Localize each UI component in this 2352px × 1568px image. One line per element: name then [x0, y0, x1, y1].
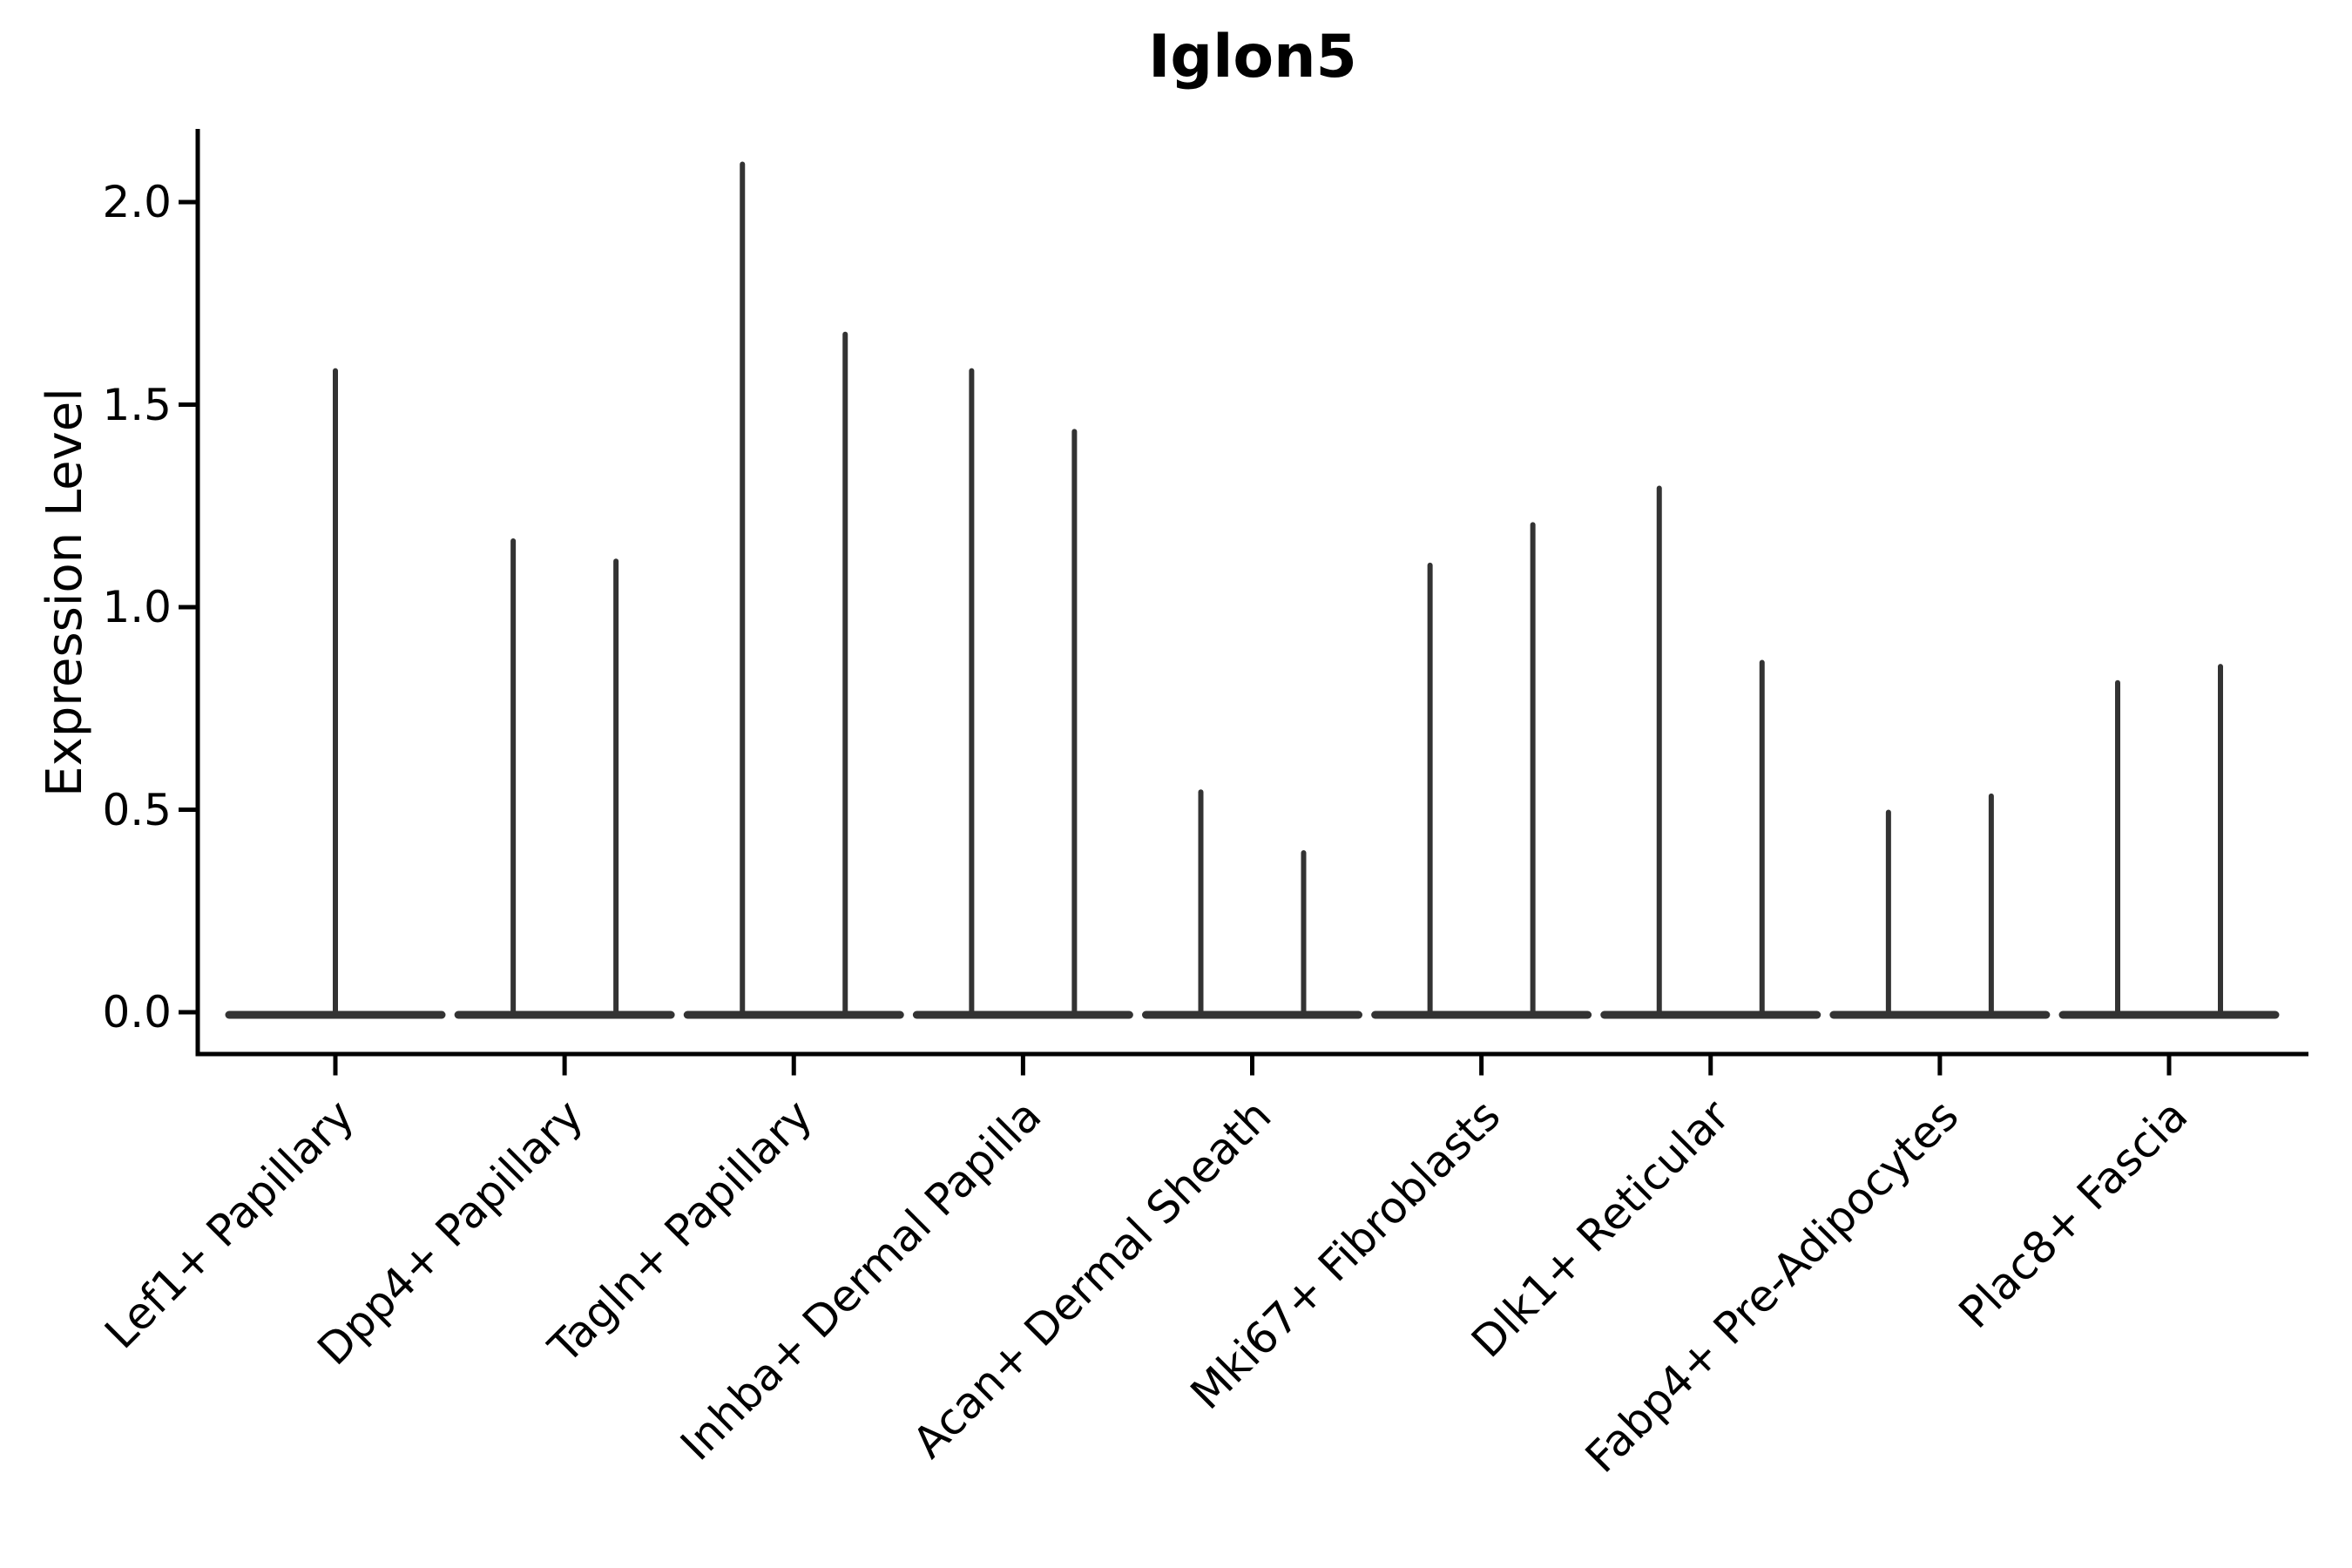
- chart-title: Iglon5: [1148, 23, 1357, 91]
- y-tick-label: 1.5: [102, 379, 172, 430]
- x-axis-ticks: [333, 1056, 2172, 1076]
- y-axis-ticks: [179, 199, 196, 1015]
- y-tick-label: 1.0: [102, 582, 172, 632]
- y-tick-label: 2.0: [102, 177, 172, 227]
- y-tick-label: 0.5: [102, 784, 172, 835]
- violins: [225, 161, 2280, 1019]
- y-tick-label: 0.0: [102, 987, 172, 1037]
